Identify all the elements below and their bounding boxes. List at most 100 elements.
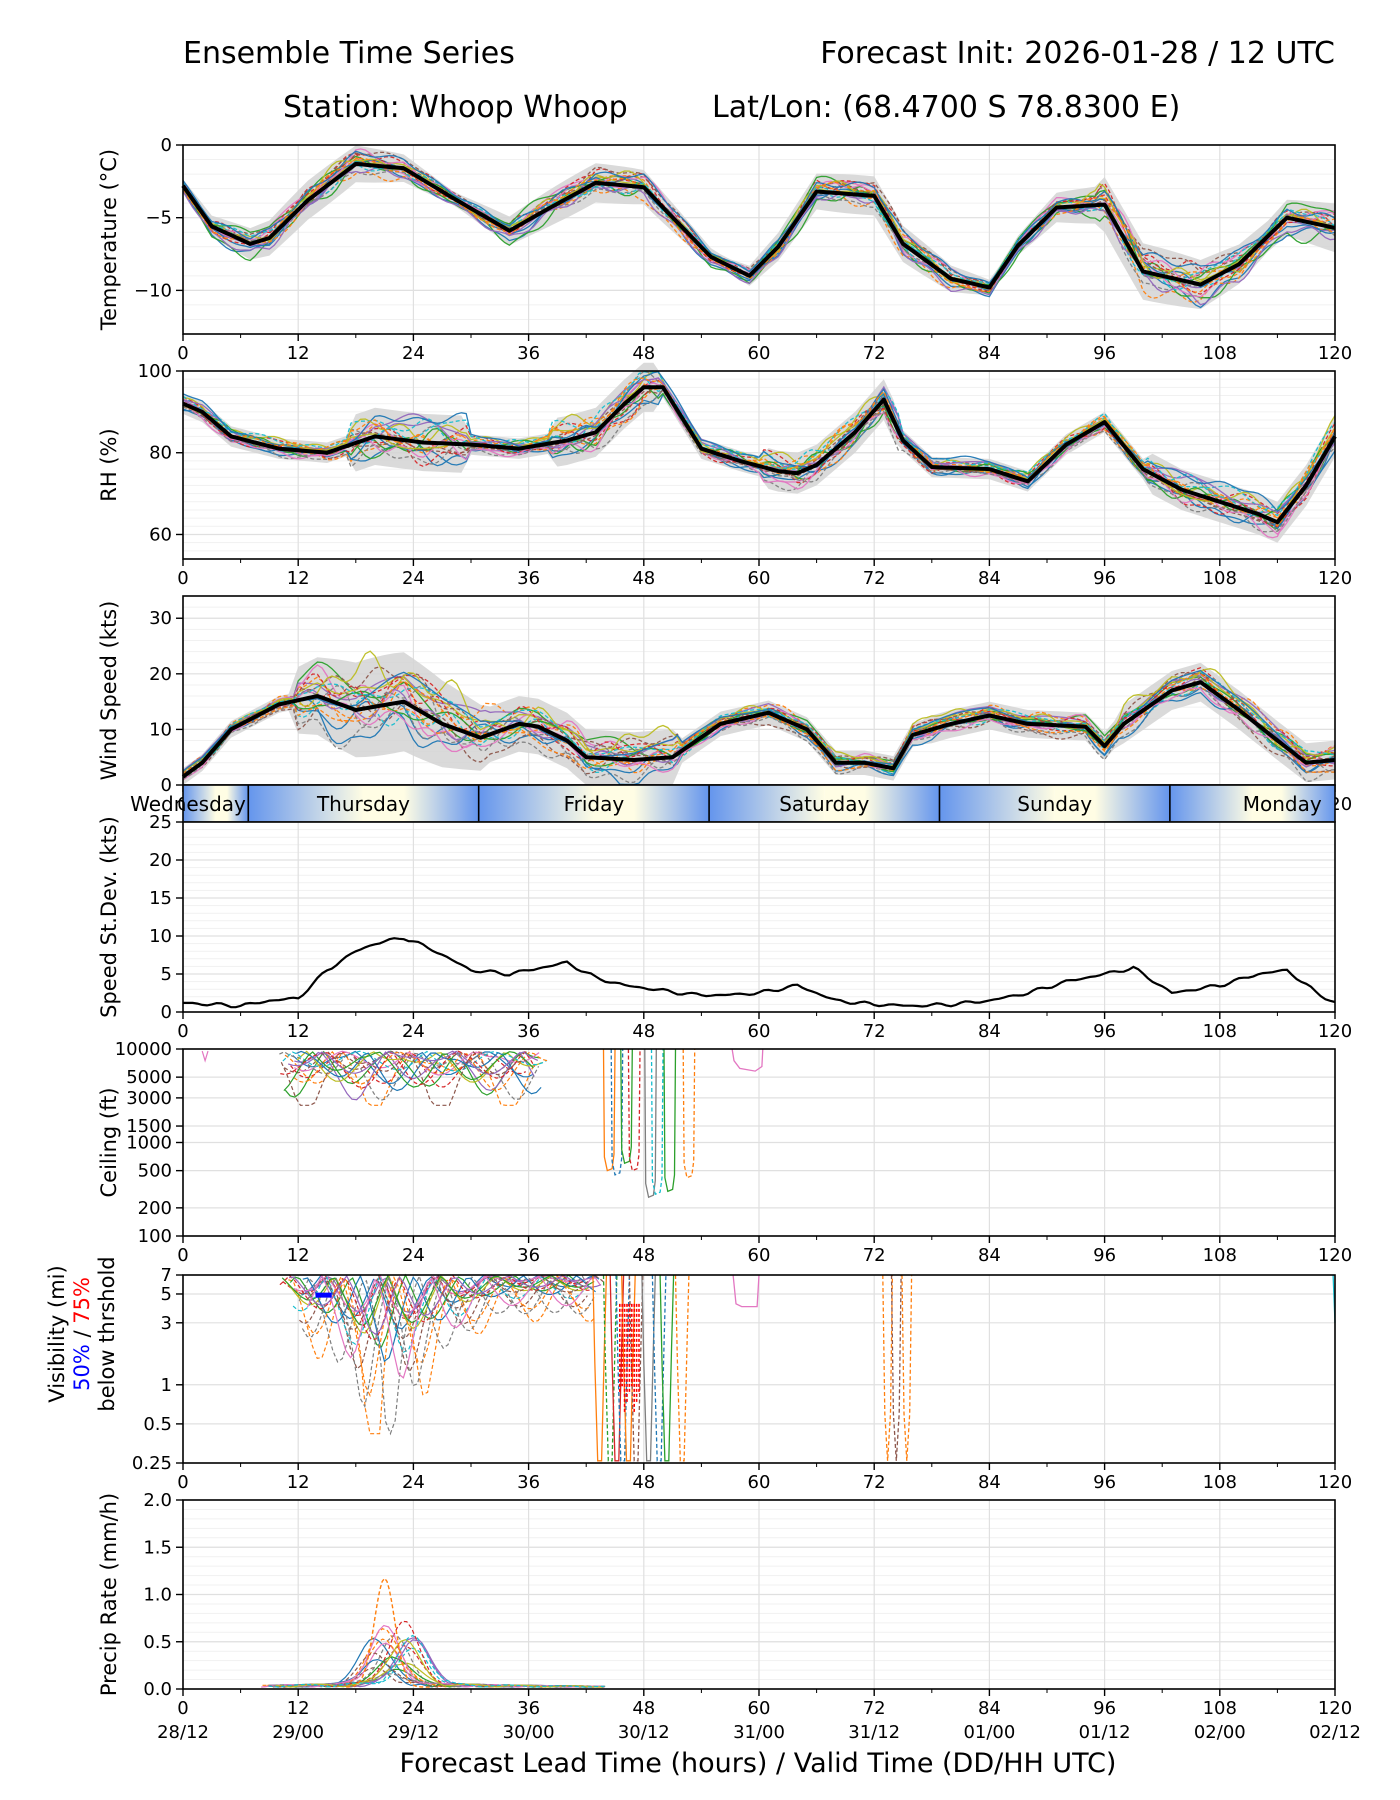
- ceiling-member-line: [280, 1051, 527, 1106]
- y-tick-label: 5: [161, 964, 172, 985]
- x-tick-label: 0: [177, 1021, 188, 1042]
- x-tick-label: 0: [177, 1472, 188, 1493]
- x-tick-label: 96: [1093, 1021, 1116, 1042]
- y-tick-label: 3000: [126, 1088, 172, 1109]
- x-tick-label: 24: [402, 1245, 425, 1266]
- x-tick-label: 72: [863, 568, 886, 589]
- visibility-member-line: [306, 1273, 601, 1379]
- visibility-threshold-note: below thrshold: [95, 1256, 119, 1411]
- speed-stdev-panel: 0 12 24 36 48 60 72 84 96 108 120 25 20 15 10 5 0 Speed S…: [97, 812, 1352, 1042]
- x-tick-label: 120: [1318, 1245, 1352, 1266]
- y-axis-label: Precip Rate (mm/h): [97, 1493, 121, 1696]
- valid-time-label: 29/00: [272, 1722, 324, 1743]
- x-tick-label: 108: [1203, 1245, 1237, 1266]
- x-tick-label: 120: [1318, 1472, 1352, 1493]
- valid-time-label: 02/12: [1309, 1722, 1361, 1743]
- y-tick-label: 100: [138, 1226, 172, 1247]
- x-tick-label: 84: [978, 1021, 1001, 1042]
- x-tick-label: 60: [748, 1245, 771, 1266]
- ensemble-member-line: [182, 669, 1336, 772]
- y-tick-label: 200: [138, 1198, 172, 1219]
- x-tick-label: 36: [517, 1245, 540, 1266]
- day-band-segment: [1252, 785, 1335, 822]
- ensemble-mean-line: [182, 385, 1337, 525]
- ceiling-member-line: [663, 1048, 677, 1193]
- valid-time-label: 01/00: [963, 1722, 1015, 1743]
- visibility-member-line: [301, 1273, 596, 1409]
- ensemble-member-line: [182, 171, 1336, 303]
- y-tick-label: 0: [161, 135, 172, 156]
- x-tick-label: 72: [863, 1245, 886, 1266]
- y-tick-label: 20: [149, 850, 172, 871]
- visibility-member-line: [628, 1274, 644, 1462]
- temperature-panel: 0 12 24 36 48 60 72 84 96 108 120 0 −5 −10 Temperature…: [97, 135, 1352, 364]
- x-tick-label: 108: [1203, 343, 1237, 364]
- legend-separator: /: [70, 1324, 94, 1344]
- ensemble-mean-line: [181, 680, 1336, 779]
- legend-75pct: 75%: [70, 1277, 94, 1324]
- x-tick-label: 12: [287, 1021, 310, 1042]
- y-axis-label: Wind Speed (kts): [97, 601, 121, 781]
- y-tick-label: 1.0: [143, 1585, 172, 1606]
- ceiling-member-line: [294, 1050, 535, 1101]
- y-tick-label: −5: [145, 208, 172, 229]
- x-tick-label: 96: [1093, 1698, 1116, 1719]
- x-tick-label: 60: [748, 1698, 771, 1719]
- visibility-member-line: [882, 1274, 894, 1461]
- x-tick-label: 36: [517, 343, 540, 364]
- y-tick-label: 1500: [126, 1116, 172, 1137]
- day-label: Wednesday: [130, 792, 246, 816]
- ceiling-member-line: [283, 1051, 534, 1092]
- day-band-segment: [248, 785, 364, 822]
- visibility-member-line: [302, 1274, 596, 1363]
- wind-speed-panel: 012243648607284961081203020100Wind Speed…: [97, 595, 1352, 815]
- visibility-member-line: [299, 1274, 588, 1373]
- ceiling-member-line: [644, 1048, 657, 1199]
- x-tick-label: 48: [632, 1021, 655, 1042]
- x-tick-label: 84: [978, 343, 1001, 364]
- x-tick-label: 48: [632, 1698, 655, 1719]
- y-tick-label: 0.25: [132, 1453, 172, 1474]
- day-band-segment: [478, 785, 594, 822]
- valid-time-label: 28/12: [157, 1722, 209, 1743]
- x-tick-label: 84: [978, 1472, 1001, 1493]
- x-tick-label: 120: [1318, 1021, 1352, 1042]
- ensemble-member-line: [182, 150, 1336, 284]
- precip-panel: 0 12 24 36 48 60 72 84 96 108 120 2.0 1.5 1.0 0.5 0.0 Pr…: [97, 1490, 1361, 1743]
- x-tick-label: 24: [402, 343, 425, 364]
- y-tick-label: 100: [138, 361, 172, 382]
- x-tick-label: 0: [177, 343, 188, 364]
- y-tick-label: 0: [161, 775, 172, 796]
- legend-50pct: 50%: [70, 1344, 94, 1391]
- y-tick-label: 0.5: [143, 1632, 172, 1653]
- x-tick-label: 60: [748, 1472, 771, 1493]
- valid-time-label: 30/00: [503, 1722, 555, 1743]
- visibility-label: Visibility (mi) 50% / 75% below thrshold: [45, 1256, 119, 1411]
- y-tick-label: 1000: [126, 1133, 172, 1154]
- visibility-member-line: [289, 1273, 584, 1348]
- y-tick-label: 1.5: [143, 1537, 172, 1558]
- visibility-member-line: [301, 1274, 600, 1330]
- y-tick-label: 5000: [126, 1067, 172, 1088]
- rh-panel: 0 12 24 36 48 60 72 84 96 108 120 100 80 60 RH (%): [97, 361, 1352, 589]
- valid-time-label: 31/00: [733, 1722, 785, 1743]
- x-tick-label: 84: [978, 1698, 1001, 1719]
- visibility-member-line: [602, 1274, 618, 1462]
- y-tick-label: 10000: [115, 1039, 172, 1060]
- x-tick-label: 36: [517, 568, 540, 589]
- day-label: Sunday: [1017, 792, 1092, 816]
- y-axis-label: Ceiling (ft): [97, 1087, 121, 1197]
- y-tick-label: 80: [149, 443, 172, 464]
- x-tick-label: 60: [748, 343, 771, 364]
- y-tick-label: 500: [138, 1161, 172, 1182]
- day-band-segment: [709, 785, 825, 822]
- visibility-member-line: [615, 1274, 631, 1462]
- x-tick-label: 108: [1203, 568, 1237, 589]
- ceiling-member-line: [201, 1050, 209, 1063]
- latlon-label: Lat/Lon: (68.4700 S 78.8300 E): [712, 90, 1180, 125]
- visibility-member-line: [732, 1274, 760, 1308]
- ensemble-member-line: [182, 672, 1336, 780]
- valid-time-label: 30/12: [618, 1722, 670, 1743]
- ceiling-member-line: [279, 1051, 540, 1101]
